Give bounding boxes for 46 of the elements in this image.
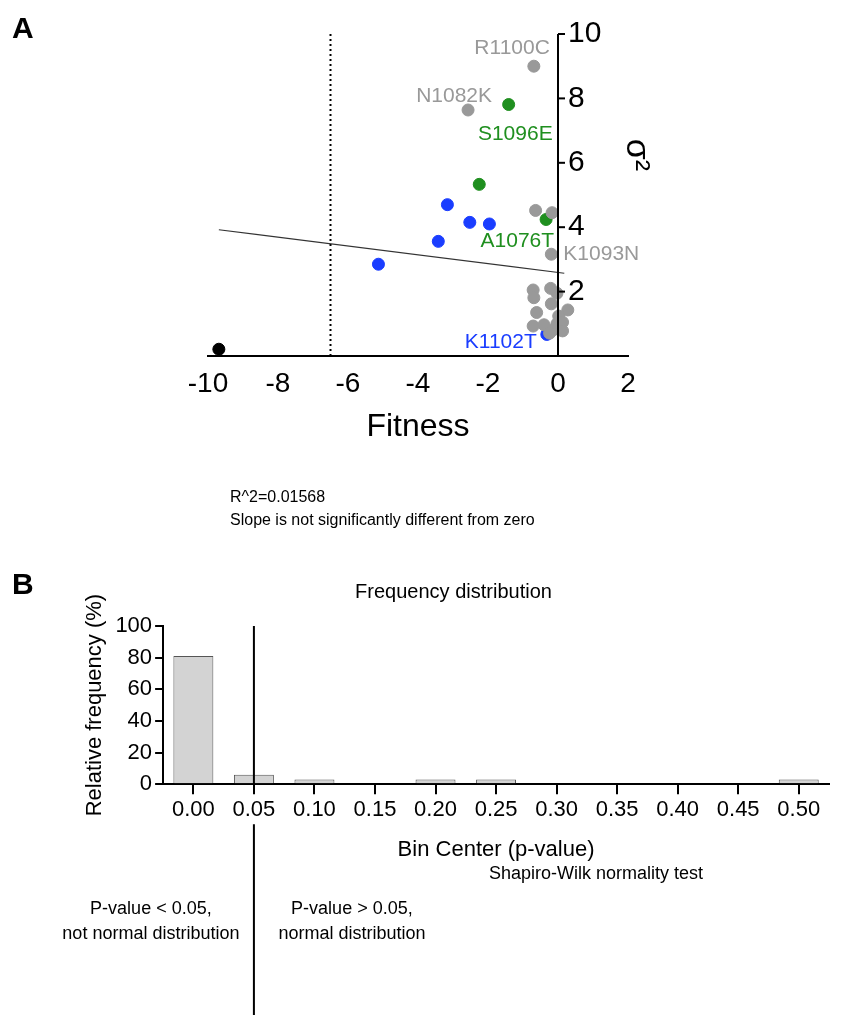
y-tick-label: 100 xyxy=(115,612,153,638)
x-tick-label: 0.20 xyxy=(414,796,457,822)
y-tick-label: 80 xyxy=(127,643,153,669)
y-tick-label: 2 xyxy=(568,272,585,306)
annotation: A1076T xyxy=(480,228,555,252)
x-tick-label: 0.15 xyxy=(353,796,397,822)
x-tick-label: 0.25 xyxy=(474,796,518,822)
text: B xyxy=(12,567,34,600)
x-axis-title: Fitness xyxy=(366,406,470,443)
x-tick-label: 0.00 xyxy=(171,796,215,822)
x-axis-title: Bin Center (p-value) xyxy=(397,835,595,861)
x-tick-label: 0.35 xyxy=(595,796,639,822)
x-tick-label: 2 xyxy=(620,366,636,398)
annotation: R1100C xyxy=(474,35,550,58)
x-tick-label: 0.10 xyxy=(293,796,336,822)
x-tick-label: 0.50 xyxy=(777,796,821,822)
text: P-value > 0.05, normal distribution xyxy=(278,898,426,944)
y-axis-title: σ² xyxy=(619,138,658,172)
annotation: N1082K xyxy=(416,82,493,106)
y-tick-label: 4 xyxy=(568,208,585,242)
annotation: K1102T xyxy=(464,329,537,353)
y-tick-label: 0 xyxy=(139,770,153,796)
y-tick-label: 6 xyxy=(568,144,585,178)
y-tick-label: 40 xyxy=(127,706,153,732)
x-tick-label: -8 xyxy=(265,366,291,398)
y-tick-label: 10 xyxy=(568,15,602,49)
chart-title: Frequency distribution xyxy=(355,579,552,602)
y-tick-label: 60 xyxy=(127,675,153,701)
x-tick-label: -6 xyxy=(335,366,361,398)
x-tick-label: 0.05 xyxy=(232,796,276,822)
x-tick-label: 0.40 xyxy=(656,796,700,822)
y-tick-label: 20 xyxy=(127,738,153,764)
x-tick-label: -2 xyxy=(475,366,501,398)
text: R^2=0.01568 xyxy=(230,488,326,505)
text: Shapiro-Wilk normality test xyxy=(489,863,704,884)
y-axis-title: Relative frequency (%) xyxy=(81,593,107,817)
annotation: S1096E xyxy=(477,121,553,145)
x-tick-label: 0.45 xyxy=(716,796,760,822)
x-tick-label: -10 xyxy=(187,366,229,398)
y-tick-label: 8 xyxy=(568,79,585,113)
text: A xyxy=(12,11,34,44)
annotation: K1093N xyxy=(563,241,640,265)
text: P-value < 0.05, not normal distribution xyxy=(62,898,240,944)
text: Slope is not significantly different from zero xyxy=(230,511,535,528)
x-tick-label: 0.30 xyxy=(535,796,578,822)
x-tick-label: -4 xyxy=(405,366,431,398)
